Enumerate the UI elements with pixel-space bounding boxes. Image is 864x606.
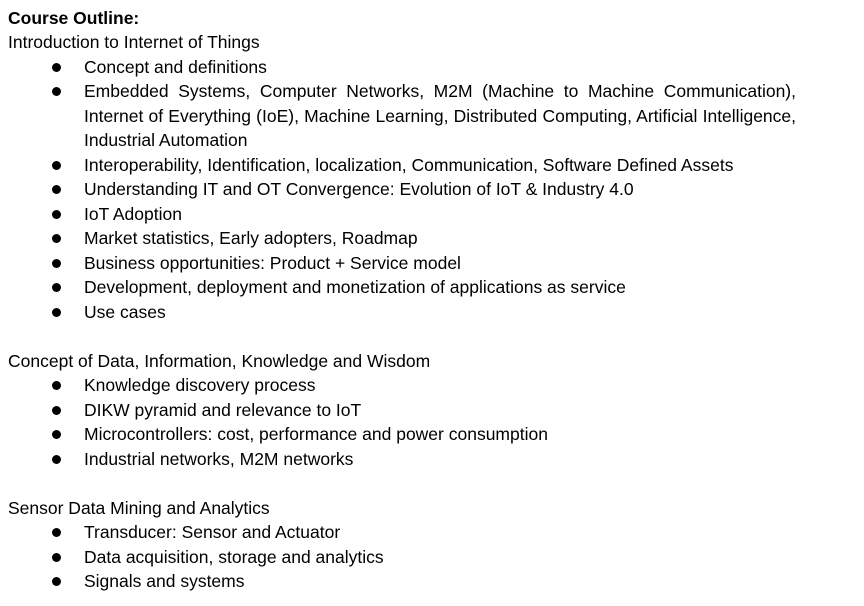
section-spacer xyxy=(8,324,864,349)
section-heading: Sensor Data Mining and Analytics xyxy=(8,497,270,518)
bullet-icon xyxy=(52,87,61,96)
list-item: Industrial networks, M2M networks xyxy=(8,447,796,472)
bullet-icon xyxy=(52,62,61,72)
list-item-text: Knowledge discovery process xyxy=(84,375,316,395)
list-item: Microcontrollers: cost, performance and … xyxy=(8,422,796,447)
list-item-text: IoT Adoption xyxy=(84,203,182,224)
list-item: Data acquisition, storage and analytics xyxy=(8,545,796,570)
list-item-text: Interoperability, Identification, locali… xyxy=(84,154,734,175)
bullet-icon xyxy=(52,258,61,268)
list-item-text: Transducer: Sensor and Actuator xyxy=(84,522,341,542)
section-heading: Introduction to Internet of Things xyxy=(8,32,260,52)
bullet-icon xyxy=(52,209,61,219)
list-item-text: Concept and definitions xyxy=(84,56,267,77)
list-item-text: Development, deployment and monetization… xyxy=(84,277,626,297)
bullet-icon xyxy=(52,283,61,292)
list-item: DIKW pyramid and relevance to IoT xyxy=(8,398,796,423)
list-item: Market statistics, Early adopters, Roadm… xyxy=(8,226,796,251)
section-sensor-data-mining: Sensor Data Mining and Analytics Transdu… xyxy=(8,496,864,594)
section-spacer xyxy=(8,471,864,496)
bullet-icon xyxy=(52,577,61,586)
bullet-icon xyxy=(52,552,61,562)
section-heading: Concept of Data, Information, Knowledge … xyxy=(8,350,431,371)
list-item: Embedded Systems, Computer Networks, M2M… xyxy=(8,79,796,153)
list-item-text: Use cases xyxy=(84,301,166,322)
bullet-icon xyxy=(52,381,61,390)
list-item: Business opportunities: Product + Servic… xyxy=(8,251,796,276)
list-item-text: Data acquisition, storage and analytics xyxy=(84,546,384,567)
list-item-text: Market statistics, Early adopters, Roadm… xyxy=(84,228,418,248)
document-title: Course Outline: xyxy=(8,8,140,28)
list-item: Knowledge discovery process xyxy=(8,373,796,398)
section-data-information-knowledge: Concept of Data, Information, Knowledge … xyxy=(8,349,864,472)
list-item-text: DIKW pyramid and relevance to IoT xyxy=(84,399,362,420)
bullet-icon xyxy=(52,185,61,194)
bullet-list: Transducer: Sensor and Actuator Data acq… xyxy=(8,520,864,594)
list-item-text: Signals and systems xyxy=(84,571,245,591)
list-item: Development, deployment and monetization… xyxy=(8,275,796,300)
list-item: IoT Adoption xyxy=(8,202,796,227)
bullet-icon xyxy=(52,234,61,243)
bullet-icon xyxy=(52,430,61,439)
list-item: Use cases xyxy=(8,300,796,325)
bullet-icon xyxy=(52,307,61,317)
bullet-list: Concept and definitions Embedded Systems… xyxy=(8,55,864,325)
list-item: Signals and systems xyxy=(8,569,796,594)
bullet-icon xyxy=(52,405,61,415)
list-item: Concept and definitions xyxy=(8,55,796,80)
list-item: Interoperability, Identification, locali… xyxy=(8,153,796,178)
list-item-text: Business opportunities: Product + Servic… xyxy=(84,252,461,273)
list-item: Transducer: Sensor and Actuator xyxy=(8,520,796,545)
list-item: Understanding IT and OT Convergence: Evo… xyxy=(8,177,796,202)
list-item-text: Industrial networks, M2M networks xyxy=(84,448,354,469)
bullet-icon xyxy=(52,160,61,170)
list-item-text: Embedded Systems, Computer Networks, M2M… xyxy=(84,81,796,150)
bullet-icon xyxy=(52,454,61,464)
list-item-text: Understanding IT and OT Convergence: Evo… xyxy=(84,179,634,199)
bullet-icon xyxy=(52,528,61,537)
list-item-text: Microcontrollers: cost, performance and … xyxy=(84,424,548,444)
section-introduction-iot: Introduction to Internet of Things Conce… xyxy=(8,30,864,324)
bullet-list: Knowledge discovery process DIKW pyramid… xyxy=(8,373,864,471)
